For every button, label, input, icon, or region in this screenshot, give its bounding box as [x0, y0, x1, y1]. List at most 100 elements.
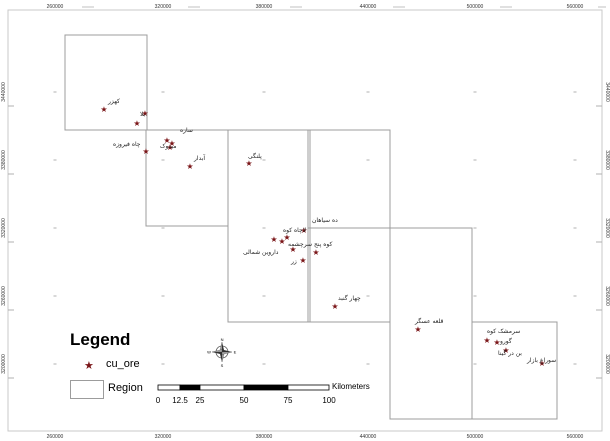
ore-marker: ★: [538, 359, 545, 368]
ore-marker: ★: [100, 105, 107, 114]
ore-marker: ★: [502, 346, 509, 355]
ore-site[interactable]: ★ سوراغ بازار: [526, 357, 556, 368]
ore-marker: ★: [300, 226, 307, 235]
x-tick-label-top: 320000: [155, 4, 172, 10]
ore-label: قلعه عسگر: [414, 317, 444, 325]
ore-marker: ★: [245, 159, 252, 168]
x-tick-label-top: 500000: [467, 4, 484, 10]
ore-label: زر: [290, 258, 297, 265]
ore-site[interactable]: ★ کوه پنج سرچشمه: [288, 241, 332, 257]
west-label: W: [207, 350, 211, 355]
x-tick-label-top: 380000: [256, 4, 273, 10]
y-axis-right: 3440000 3380000 3320000 3260000 3200000: [604, 82, 610, 374]
y-tick-label-right: 3380000: [604, 150, 610, 170]
ore-label: بن در گینا: [498, 349, 522, 357]
scale-units-label: Kilometers: [332, 382, 370, 391]
ore-star-icon: ★: [84, 359, 94, 372]
ore-marker: ★: [331, 302, 338, 311]
ore-marker: ★: [163, 136, 170, 145]
ore-site[interactable]: ★ قلعه عسگر: [414, 317, 444, 334]
south-label: S: [221, 363, 224, 368]
y-tick-label-right: 3200000: [604, 354, 610, 374]
ore-site[interactable]: ★ بن در گینا: [498, 346, 522, 357]
scale-tick-label: 75: [283, 396, 293, 405]
ore-label: سرمشک کوه: [487, 328, 520, 335]
ore-label: آبدار: [193, 153, 205, 162]
region-polygon-2: [145, 129, 229, 227]
ore-marker: ★: [133, 119, 140, 128]
ore-site[interactable]: ★ ده سیاهان: [300, 217, 338, 235]
y-axis-left: 3440000 3380000 3320000 3260000 3200000: [1, 82, 7, 374]
x-tick-label-bottom: 440000: [360, 434, 377, 440]
ore-marker: ★: [270, 235, 277, 244]
region-polygon-4: [307, 129, 391, 323]
region-polygon-5: [307, 227, 473, 420]
ore-marker: ★: [166, 143, 173, 152]
scale-tick-label: 0: [155, 396, 161, 405]
ore-label: میدوک: [160, 142, 176, 150]
ore-marker: ★: [493, 338, 500, 347]
ore-marker: ★: [142, 147, 149, 156]
scale-tick-label: 12.5: [172, 396, 188, 405]
ore-site[interactable]: ★: [270, 235, 277, 244]
y-tick-label-left: 3260000: [1, 286, 7, 306]
east-label: E: [234, 350, 237, 355]
ore-marker: ★: [414, 325, 421, 334]
legend-ore-label: cu_ore: [106, 358, 140, 370]
y-tick-label-left: 3380000: [1, 150, 7, 170]
ore-site[interactable]: ★ میدوک: [160, 142, 176, 152]
legend: Legend ★ cu_ore Region: [64, 330, 174, 410]
region-polygon-3: [227, 129, 311, 323]
x-axis-top: 260000 320000 380000 440000 500000 56000…: [47, 4, 584, 10]
ore-site[interactable]: ★ داروین شمالی: [243, 245, 297, 256]
ore-site[interactable]: ★ پلنگی: [245, 152, 262, 168]
legend-region-label: Region: [108, 382, 143, 394]
ore-site[interactable]: ★ چهار گنبد: [331, 294, 361, 311]
y-tick-label-right: 3440000: [604, 82, 610, 102]
ore-site[interactable]: ★: [133, 119, 140, 128]
ore-site[interactable]: ★ گورو: [493, 337, 511, 347]
map-frame: [7, 9, 603, 432]
ore-marker: ★: [168, 139, 175, 148]
ore-marker: ★: [278, 237, 285, 246]
ore-site[interactable]: ★ لاچاه کوه: [283, 227, 306, 242]
ore-marker: ★: [312, 248, 319, 257]
ore-sites: ★ کهزر ★ بلا ★ ★ ساره ★ میدوک ★ چاه فیرو…: [100, 98, 556, 368]
ore-label: لاچاه کوه: [283, 227, 306, 234]
x-tick-label-bottom: 380000: [256, 434, 273, 440]
legend-title: Legend: [70, 330, 131, 349]
ore-site[interactable]: ★: [278, 237, 285, 246]
ore-site[interactable]: ★ زر: [290, 256, 307, 265]
scale-bar-graphic: [157, 384, 330, 391]
ore-site[interactable]: ★ آبدار: [186, 153, 205, 171]
ore-label: چهار گنبد: [338, 294, 361, 302]
ore-marker: ★: [289, 245, 296, 254]
ore-site[interactable]: ★: [168, 139, 175, 148]
x-tick-label-top: 260000: [47, 4, 64, 10]
ore-site[interactable]: ★ سرمشک کوه: [483, 328, 520, 345]
ore-site[interactable]: ★ کهزر: [100, 98, 120, 114]
ore-site[interactable]: ★ بلا: [140, 109, 149, 118]
ore-site[interactable]: ★ ساره: [163, 127, 192, 145]
scale-tick-label: 25: [195, 396, 205, 405]
ore-label: ده سیاهان: [312, 217, 338, 224]
y-tick-label-left: 3440000: [1, 82, 7, 102]
x-tick-label-bottom: 500000: [467, 434, 484, 440]
x-tick-label-bottom: 260000: [47, 434, 64, 440]
region-polygons: [64, 34, 558, 420]
y-tick-label-left: 3200000: [1, 354, 7, 374]
region-polygon-1: [64, 34, 148, 131]
north-arrow-icon: N S W E: [207, 337, 237, 368]
ore-marker: ★: [283, 233, 290, 242]
y-tick-label-right: 3320000: [604, 218, 610, 238]
north-label: N: [221, 337, 224, 342]
ore-label: پلنگی: [248, 152, 262, 160]
scale-tick-label: 50: [239, 396, 249, 405]
ore-marker: ★: [483, 336, 490, 345]
y-tick-label-right: 3260000: [604, 286, 610, 306]
x-axis-bottom: 260000 320000 380000 440000 500000 56000…: [47, 434, 584, 440]
ore-label: بلا: [140, 111, 146, 118]
ore-site[interactable]: ★ چاه فیروزه: [113, 141, 150, 156]
ore-label: کوه پنج سرچشمه: [288, 241, 332, 248]
